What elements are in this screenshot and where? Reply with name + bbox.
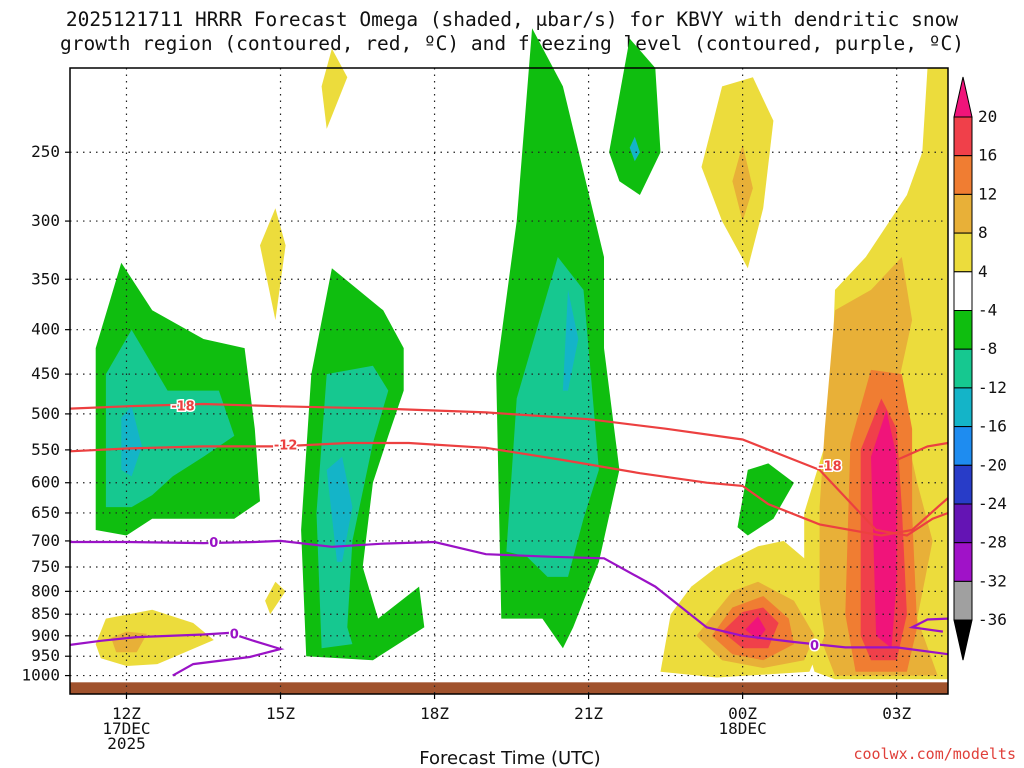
y-tick-label: 300 (31, 211, 60, 230)
y-tick-label: 950 (31, 646, 60, 665)
colorbar-top-arrow (953, 76, 973, 118)
colorbar-swatch (953, 387, 973, 428)
colorbar-label: -36 (978, 610, 1007, 629)
y-tick-label: 800 (31, 581, 60, 600)
dgz-contour-label: -18 (171, 399, 195, 414)
axes: 250 300 350 400 450 500 550 600 650 700 750 800 850 9… (21, 142, 911, 753)
colorbar-swatch (953, 348, 973, 389)
y-tick-label: 700 (31, 531, 60, 550)
dgz-contour-label: -18 (818, 460, 842, 475)
freezing-level-contour (70, 539, 949, 656)
omega-region (609, 38, 661, 195)
colorbar-label: -8 (978, 339, 997, 358)
colorbar-swatch (953, 271, 973, 311)
chart-title-line-1: 2025121711 HRRR Forecast Omega (shaded, … (65, 8, 959, 31)
colorbar-label: 20 (978, 107, 997, 126)
credit-link[interactable]: coolwx.com/modelts (853, 745, 1016, 763)
plot-frame (69, 67, 949, 695)
y-tick-label: 750 (31, 557, 60, 576)
dgz-contour (69, 441, 949, 537)
colorbar-swatch (953, 464, 973, 505)
colorbar-label: -20 (978, 455, 1007, 474)
colorbar-label: -16 (978, 417, 1007, 436)
dgz-contour-label: -12 (274, 439, 298, 454)
x-tick-label: 17DEC (102, 719, 150, 738)
omega-region (265, 581, 286, 615)
grid-lines (70, 68, 948, 694)
colorbar-label: -32 (978, 571, 1007, 590)
y-tick-label: 1000 (21, 666, 60, 685)
y-tick-label: 550 (31, 440, 60, 459)
omega-region (745, 616, 766, 640)
x-tick-label: 18DEC (719, 719, 767, 738)
omega-region (326, 456, 353, 562)
freezing-level-contour (908, 617, 949, 633)
x-tick-label: 00Z (728, 704, 757, 723)
colorbar-label: -28 (978, 533, 1007, 552)
colorbar-swatch (953, 426, 973, 466)
colorbar-swatch (953, 232, 973, 273)
colorbar: 20 16 12 8 4 -4 -8 -12 -16 -20 -24 -28 -32 -36 (953, 76, 1007, 661)
y-tick-label: 850 (31, 604, 60, 623)
colorbar-label: -4 (978, 301, 997, 320)
chart-title: 2025121711 HRRR Forecast Omega (shaded, … (0, 8, 1024, 56)
y-tick-label: 500 (31, 404, 60, 423)
omega-region (105, 329, 235, 508)
x-tick-label: 12Z (112, 704, 141, 723)
y-tick-label: 250 (31, 142, 60, 161)
y-tick-label: 600 (31, 473, 60, 492)
y-tick-label: 450 (31, 364, 60, 383)
x-tick-label: 21Z (574, 704, 603, 723)
freezing-level-label: 0 (230, 628, 239, 643)
colorbar-label: -24 (978, 494, 1007, 513)
colorbar-swatch (953, 503, 973, 544)
colorbar-label: 8 (978, 223, 988, 242)
omega-region (562, 289, 579, 391)
temperature-contours: -18 -12 -18 0 0 0 (69, 398, 949, 677)
colorbar-label: -12 (978, 378, 1007, 397)
y-tick-label: 350 (31, 269, 60, 288)
colorbar-label: 16 (978, 146, 997, 165)
omega-region (732, 144, 753, 222)
x-tick-label: 18Z (420, 704, 449, 723)
freezing-level-label: 0 (810, 639, 819, 654)
plot-border (69, 67, 949, 695)
colorbar-bottom-arrow (953, 619, 973, 661)
x-tick-label: 2025 (107, 734, 146, 753)
omega-region (316, 365, 389, 649)
colorbar-swatch (953, 116, 973, 157)
terrain-band (70, 682, 948, 694)
y-tick-label: 900 (31, 626, 60, 645)
chart-title-line-2: growth region (contoured, red, ºC) and f… (60, 32, 964, 55)
colorbar-swatch (953, 580, 973, 621)
y-tick-label: 650 (31, 503, 60, 522)
colorbar-swatch (953, 193, 973, 234)
colorbar-swatch (953, 155, 973, 195)
terrain-surface (70, 682, 948, 694)
x-tick-label: 15Z (266, 704, 295, 723)
x-tick-label: 03Z (882, 704, 911, 723)
y-tick-label: 400 (31, 320, 60, 339)
freezing-level-label: 0 (209, 536, 218, 551)
colorbar-swatch (953, 542, 973, 582)
x-axis-title: Forecast Time (UTC) (419, 748, 600, 768)
colorbar-label: 4 (978, 262, 988, 281)
colorbar-label: 12 (978, 184, 997, 203)
omega-region (260, 208, 286, 321)
freezing-level-contour (69, 631, 285, 677)
omega-region (871, 410, 897, 649)
omega-region (737, 463, 794, 536)
dgz-contour (69, 402, 949, 537)
colorbar-swatch (953, 310, 973, 350)
omega-region (629, 136, 640, 162)
dgz-contour (896, 441, 949, 462)
